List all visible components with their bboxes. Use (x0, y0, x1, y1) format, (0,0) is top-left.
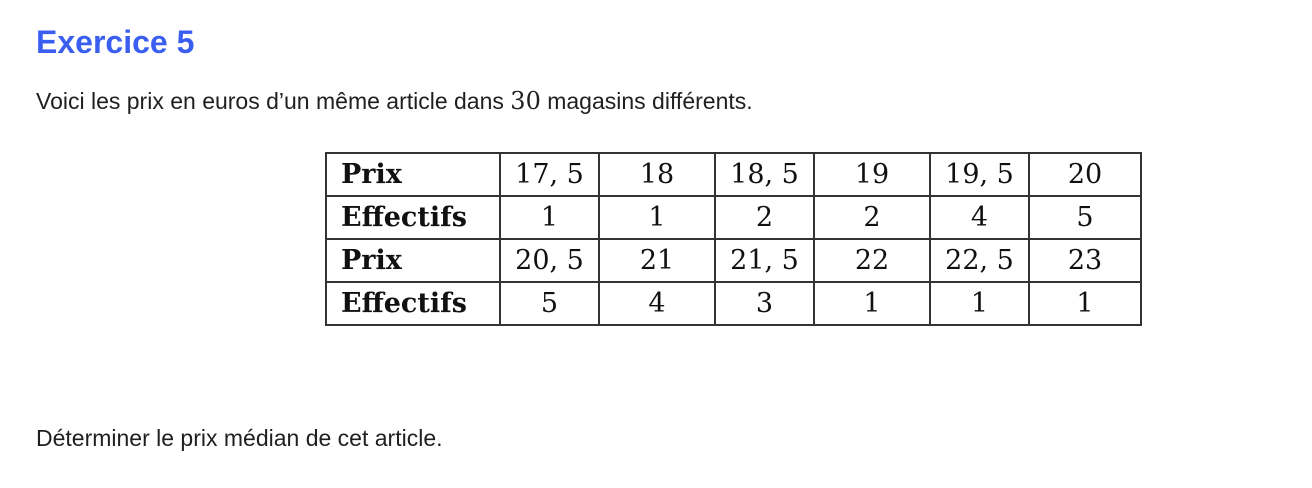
table-cell: 19, 5 (929, 152, 1030, 197)
intro-text: Voici les prix en euros d’un même articl… (36, 86, 753, 116)
table-cell: 3 (714, 281, 815, 326)
table-cell: 1 (929, 281, 1030, 326)
table-cell: 1 (499, 195, 600, 240)
table-cell: 5 (1028, 195, 1142, 240)
table-cell: 22 (813, 238, 931, 283)
table-cell: 22, 5 (929, 238, 1030, 283)
table-cell: 2 (813, 195, 931, 240)
store-count: 30 (510, 87, 541, 115)
row-header: Effectifs (325, 195, 501, 240)
question-text: Déterminer le prix médian de cet article… (36, 425, 443, 451)
table-cell: 20 (1028, 152, 1142, 197)
table-cell: 18, 5 (714, 152, 815, 197)
table-cell: 4 (598, 281, 716, 326)
table-row: Prix 17, 5 18 18, 5 19 19, 5 20 (325, 152, 1142, 197)
price-frequency-table: Prix 17, 5 18 18, 5 19 19, 5 20 Effectif… (325, 152, 1142, 326)
row-header: Prix (325, 238, 501, 283)
table-cell: 4 (929, 195, 1030, 240)
table-cell: 17, 5 (499, 152, 600, 197)
row-header: Effectifs (325, 281, 501, 326)
table-cell: 23 (1028, 238, 1142, 283)
intro-text-end: magasins différents. (540, 88, 753, 114)
table-cell: 1 (1028, 281, 1142, 326)
row-header: Prix (325, 152, 501, 197)
table-cell: 1 (598, 195, 716, 240)
table-cell: 20, 5 (499, 238, 600, 283)
table-cell: 21, 5 (714, 238, 815, 283)
table-cell: 5 (499, 281, 600, 326)
table-cell: 1 (813, 281, 931, 326)
table-row: Prix 20, 5 21 21, 5 22 22, 5 23 (325, 238, 1142, 283)
exercise-title: Exercice 5 (36, 24, 195, 60)
table-cell: 19 (813, 152, 931, 197)
intro-text-start: Voici les prix en euros d’un même articl… (36, 88, 511, 114)
table-row: Effectifs 1 1 2 2 4 5 (325, 195, 1142, 240)
table-cell: 21 (598, 238, 716, 283)
table-cell: 2 (714, 195, 815, 240)
table-row: Effectifs 5 4 3 1 1 1 (325, 281, 1142, 326)
table-cell: 18 (598, 152, 716, 197)
